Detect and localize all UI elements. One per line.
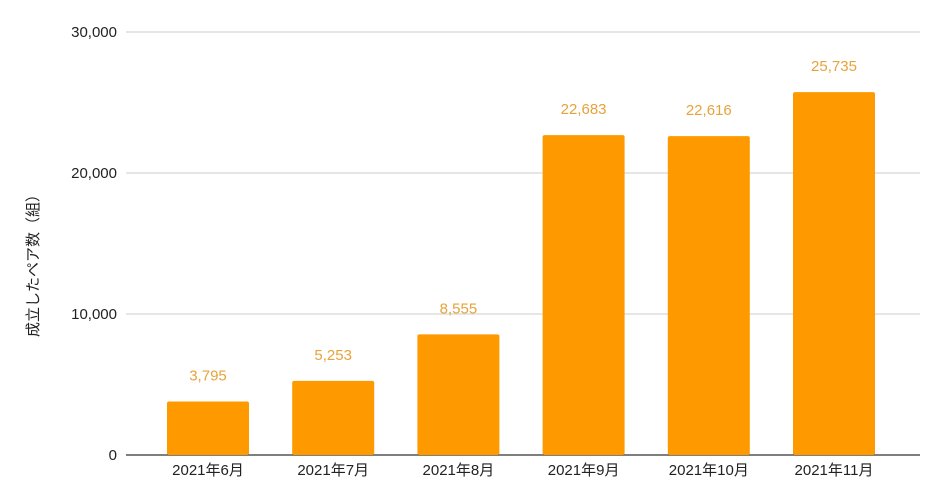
x-tick-label: 2021年7月 [297, 462, 369, 479]
y-axis-title: 成立したペア数（組） [24, 187, 42, 337]
bar [417, 334, 500, 455]
bars [167, 92, 875, 456]
bar [667, 136, 750, 456]
y-tick-label: 10,000 [71, 306, 117, 323]
data-label: 25,735 [811, 58, 857, 75]
bar [793, 92, 875, 455]
data-labels: 3,795 5,253 8,555 22,683 22,616 25,735 [189, 58, 857, 384]
y-tick-label: 30,000 [71, 24, 117, 41]
data-label: 3,795 [189, 367, 227, 384]
bar [292, 380, 375, 455]
data-label: 22,616 [686, 102, 732, 119]
x-tick-label: 2021年11月 [795, 462, 874, 479]
x-axis-ticks: 2021年6月 2021年7月 2021年8月 2021年9月 2021年10月 2021… [172, 462, 873, 479]
y-tick-label: 0 [109, 447, 117, 464]
data-label: 5,253 [314, 347, 352, 364]
y-axis-ticks: 0 10,000 20,000 30,000 [71, 24, 117, 464]
data-label: 22,683 [561, 101, 607, 118]
x-tick-label: 2021年6月 [172, 462, 244, 479]
x-tick-label: 2021年9月 [548, 462, 620, 479]
x-tick-label: 2021年10月 [669, 462, 749, 479]
y-tick-label: 20,000 [71, 165, 117, 182]
gridlines [126, 31, 920, 456]
bar [542, 135, 625, 456]
data-label: 8,555 [440, 300, 478, 317]
bar [167, 401, 249, 455]
x-tick-label: 2021年8月 [423, 462, 495, 479]
